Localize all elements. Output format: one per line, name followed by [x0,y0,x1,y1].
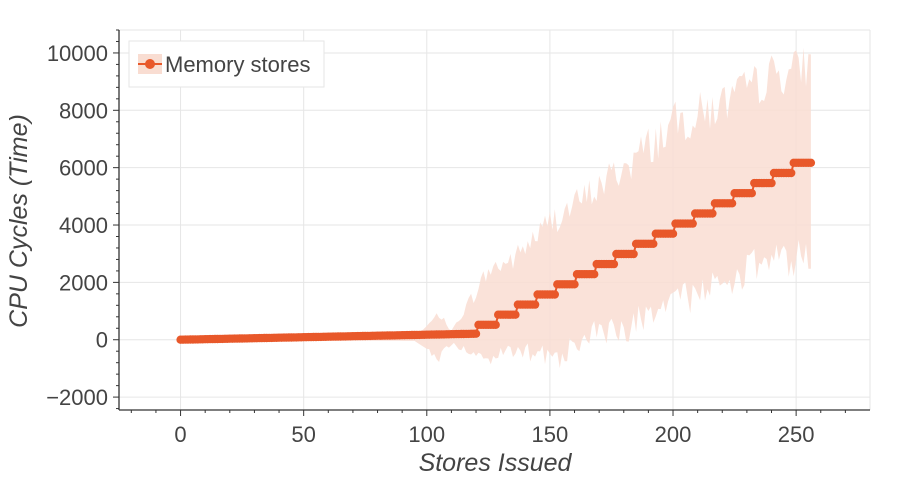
x-tick-label: 100 [408,422,445,447]
y-tick-label: 0 [96,328,108,353]
y-tick-label: 10000 [47,41,108,66]
data-point [688,219,697,228]
legend-label: Memory stores [165,52,310,77]
y-tick-label: 6000 [59,156,108,181]
x-tick-label: 0 [174,422,186,447]
y-tick-label: 4000 [59,213,108,238]
data-point [570,280,579,289]
variance-band [180,47,811,369]
x-tick-label: 250 [778,422,815,447]
data-point [511,310,520,319]
series-layer [176,158,816,344]
data-point [629,249,638,259]
y-tick-label: 2000 [59,270,108,295]
legend: Memory stores [128,40,325,88]
data-point [609,259,619,269]
data-point [668,229,678,238]
x-tick-label: 200 [655,422,692,447]
data-point [590,270,599,279]
data-point [471,329,481,338]
data-point [806,158,816,167]
x-axis-title: Stores Issued [419,449,573,477]
legend-marker [145,59,155,69]
y-axis-title: CPU Cycles (Time) [5,114,33,328]
x-tick-label: 150 [532,422,569,447]
variance-band-area [180,47,811,369]
y-tick-label: 8000 [59,98,108,123]
y-tick-label: −2000 [46,385,108,410]
data-point [649,239,658,248]
data-point [491,320,500,329]
data-point [550,290,559,299]
x-tick-label: 50 [291,422,315,447]
data-point [787,168,796,178]
data-point [747,189,756,198]
data-point [727,199,737,208]
data-point [767,178,776,188]
axes: 0 50 100 150 200 250 −2000 0 2000 4000 6000 8000 100… [46,29,870,447]
data-point [708,209,717,218]
data-point [530,300,540,309]
